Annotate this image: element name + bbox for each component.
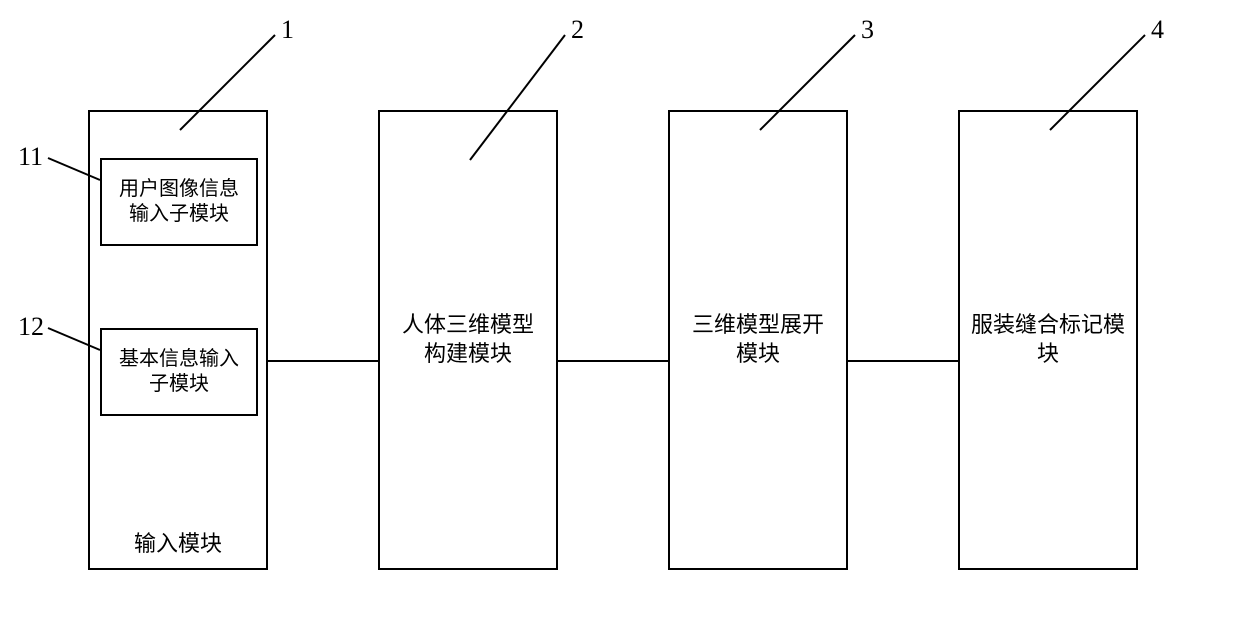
callout-11: 11 [18,142,43,172]
module-box-4: 服装缝合标记模块 [958,110,1138,570]
box2-center-label: 人体三维模型构建模块 [398,307,538,372]
connector-1-2 [268,360,378,362]
subbox-12-label: 基本信息输入子模块 [119,347,239,397]
subbox-12: 基本信息输入子模块 [100,328,258,416]
callout-12: 12 [18,312,44,342]
callout-3: 3 [861,15,874,45]
module-box-3: 三维模型展开模块 [668,110,848,570]
callout-2: 2 [571,15,584,45]
connector-3-4 [848,360,958,362]
module-box-2: 人体三维模型构建模块 [378,110,558,570]
subbox-11: 用户图像信息输入子模块 [100,158,258,246]
box1-bottom-label: 输入模块 [90,526,266,558]
connector-2-3 [558,360,668,362]
callout-4: 4 [1151,15,1164,45]
subbox-11-label: 用户图像信息输入子模块 [119,177,239,227]
box4-center-label: 服装缝合标记模块 [967,307,1129,372]
box3-center-label: 三维模型展开模块 [688,307,828,372]
callout-1: 1 [281,15,294,45]
